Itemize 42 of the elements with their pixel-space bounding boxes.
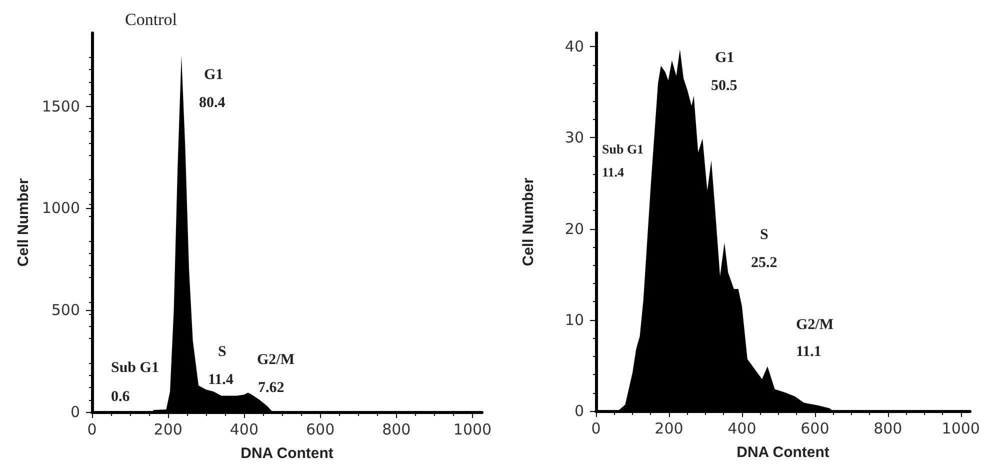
annotation: S [760, 227, 768, 243]
annotation: G1 [204, 67, 224, 83]
x-tick-label: 400 [230, 420, 259, 438]
annotation: S [218, 344, 226, 360]
annotation: 11.4 [602, 164, 625, 180]
y-tick-label: 10 [564, 310, 584, 329]
x-tick-label: 800 [874, 420, 902, 438]
y-tick-label: 20 [564, 220, 584, 238]
x-tick-label: 0 [591, 420, 601, 438]
y-axis-title: Cell Number [14, 178, 32, 267]
x-tick-label: 0 [87, 420, 97, 438]
x-tick-label: 200 [154, 420, 182, 438]
annotation: G2/M [257, 352, 294, 368]
x-tick-label: 600 [800, 420, 830, 438]
y-tick-label: 40 [564, 38, 584, 56]
annotation: 11.1 [796, 344, 822, 360]
x-axis-title: DNA Content [240, 445, 334, 462]
y-tick-label: 1500 [42, 97, 80, 116]
x-tick-label: 800 [382, 420, 411, 438]
annotation: G1 [715, 50, 734, 66]
annotation: G2/M [796, 317, 834, 333]
x-axis-title: DNA Content [736, 444, 830, 461]
y-tick-label: 30 [564, 128, 584, 147]
annotation: 11.4 [208, 372, 234, 388]
annotation: Sub G1 [602, 142, 644, 156]
x-tick-label: 400 [728, 420, 756, 438]
y-tick-label: 0 [70, 403, 80, 421]
x-tick-label: 200 [654, 420, 684, 438]
y-tick-label: 0 [574, 402, 584, 420]
y-tick-label: 1000 [42, 199, 80, 218]
y-axis-title: Cell Number [520, 178, 537, 266]
annotation: 50.5 [711, 78, 738, 94]
x-tick-label: 1000 [942, 420, 980, 438]
annotation: 80.4 [199, 95, 226, 111]
annotation: 7.62 [258, 380, 284, 396]
annotation: 0.6 [111, 389, 130, 405]
y-tick-label: 500 [51, 301, 80, 320]
x-tick-label: 600 [306, 420, 335, 438]
x-tick-label: 1000 [453, 420, 492, 438]
chart-title: Control [125, 10, 178, 29]
annotation: 25.2 [751, 255, 778, 271]
annotation: Sub G1 [111, 360, 159, 376]
